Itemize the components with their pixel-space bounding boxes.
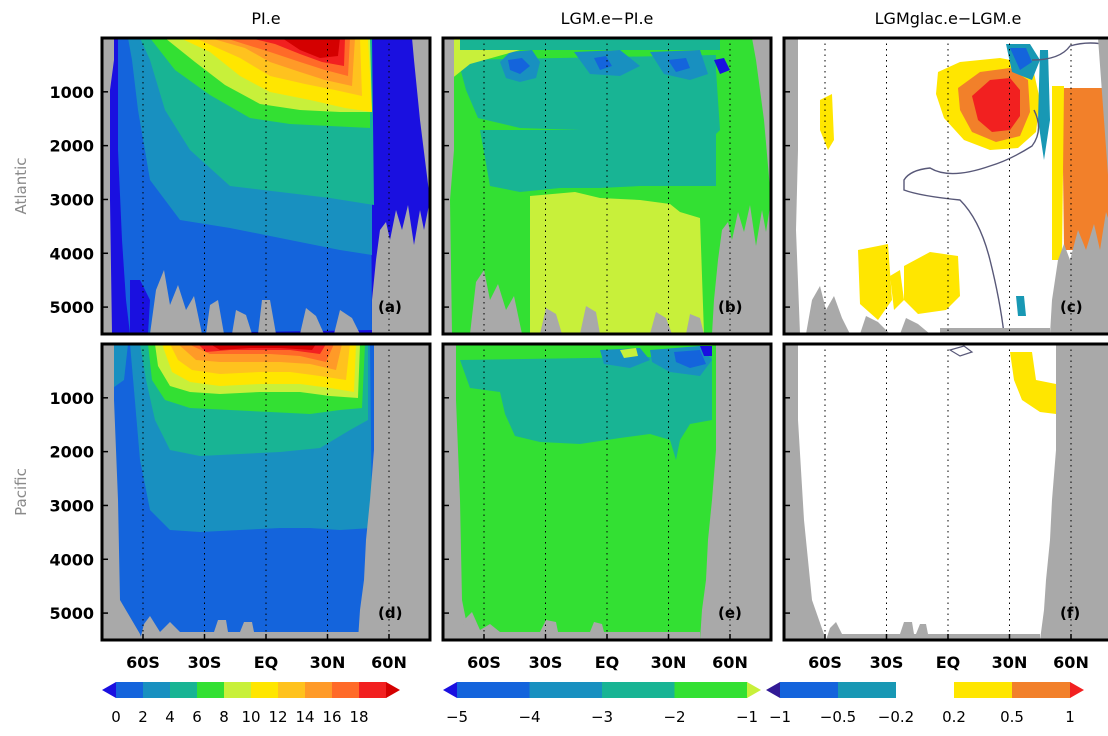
colorbar-3-segment-5 xyxy=(1012,682,1071,698)
colorbar-1-label-6: 12 xyxy=(268,708,287,726)
colorbar-2-arrow-low xyxy=(443,682,457,698)
row-label-pacific: Pacific xyxy=(12,468,30,516)
latitude-axis: 60S 30S EQ 30N 60N 60S 30S EQ 30N 60N 60S 30S EQ 30N 6… xyxy=(126,634,1089,672)
depth-tick-label-atlantic-4000: 4000 xyxy=(49,244,94,263)
depth-tick-label-pacific-2000: 2000 xyxy=(49,443,94,462)
lat-tick-label-c1-30n: 30N xyxy=(651,653,687,672)
colorbar-2-label-0: −5 xyxy=(446,708,468,726)
panel-label-f: (f) xyxy=(1060,604,1080,622)
colorbar-1-label-4: 8 xyxy=(219,708,229,726)
colorbar-3-label-3: 0.2 xyxy=(942,708,966,726)
colorbar-3-segment-2 xyxy=(838,682,897,698)
panel-e-field xyxy=(443,344,771,640)
colorbar-1-segment-10 xyxy=(359,682,387,698)
panel-label-c: (c) xyxy=(1060,298,1083,316)
lat-tick-label-c1-60s: 60S xyxy=(467,653,501,672)
colorbar-3-label-5: 1 xyxy=(1065,708,1075,726)
panel-a-frame xyxy=(100,36,432,336)
colorbar-2-segment-2 xyxy=(529,682,603,698)
depth-tick-label-pacific-1000: 1000 xyxy=(49,389,94,408)
colorbar-1-label-5: 10 xyxy=(241,708,260,726)
colorbar-1-label-1: 2 xyxy=(138,708,148,726)
colorbar-1-segment-4 xyxy=(197,682,225,698)
colorbar-1-label-9: 18 xyxy=(349,708,368,726)
column-title-1: PI.e xyxy=(251,9,280,28)
colorbar-1-label-3: 6 xyxy=(192,708,202,726)
colorbar-1-label-0: 0 xyxy=(111,708,121,726)
colorbar-2-arrow-high xyxy=(747,682,761,698)
lat-tick-label-c0-60s: 60S xyxy=(126,653,160,672)
row-label-atlantic: Atlantic xyxy=(12,157,30,214)
colorbar-1-label-2: 4 xyxy=(165,708,175,726)
lat-tick-label-c0-eq: EQ xyxy=(254,653,279,672)
colorbar-3-segment-3 xyxy=(896,682,955,698)
colorbar-1-segment-8 xyxy=(305,682,333,698)
colorbar-1-segment-3 xyxy=(170,682,198,698)
colorbar-2-label-1: −4 xyxy=(518,708,540,726)
colorbar-2-label-4: −1 xyxy=(736,708,758,726)
panel-label-e: (e) xyxy=(718,604,742,622)
lat-tick-label-c0-30s: 30S xyxy=(188,653,222,672)
lat-tick-label-c1-30s: 30S xyxy=(529,653,563,672)
lat-tick-label-c2-60s: 60S xyxy=(808,653,842,672)
colorbar-3-segment-1 xyxy=(780,682,839,698)
colorbar-1-segment-9 xyxy=(332,682,360,698)
colorbar-2-segment-4 xyxy=(674,682,748,698)
colorbar-2-segment-3 xyxy=(602,682,675,698)
panel-c-field xyxy=(784,38,1108,334)
lat-tick-label-c2-30s: 30S xyxy=(870,653,904,672)
depth-tick-label-pacific-5000: 5000 xyxy=(49,604,94,623)
colorbar-3-label-4: 0.5 xyxy=(1000,708,1024,726)
colorbar-1-arrow-high xyxy=(386,682,400,698)
lat-tick-label-c1-60n: 60N xyxy=(712,653,748,672)
depth-tick-label-pacific-4000: 4000 xyxy=(49,550,94,569)
colorbar-1-label-8: 16 xyxy=(322,708,341,726)
panel-label-a: (a) xyxy=(378,298,402,316)
colorbar-1-arrow-low xyxy=(102,682,116,698)
panel-c-frame xyxy=(782,36,1108,336)
depth-axis: 1000 2000 3000 4000 5000 1000 2000 3000 4000 5000 xyxy=(49,83,790,623)
colorbars: 0 2 4 6 8 10 12 14 16 18 −5 −4 −3 −2 −1 −1 −0.5 −0.2 0.2 0.… xyxy=(102,682,1084,726)
colorbar-3-label-0: −1 xyxy=(769,708,791,726)
panel-a-field xyxy=(102,38,430,334)
panel-f-field xyxy=(784,344,1108,640)
panel-b-field xyxy=(443,38,771,334)
colorbar-3-arrow-low xyxy=(766,682,780,698)
column-title-3: LGMglac.e−LGM.e xyxy=(875,9,1022,28)
colorbar-3-segment-4 xyxy=(954,682,1013,698)
colorbar-3-label-2: −0.2 xyxy=(878,708,914,726)
colorbar-1-segment-7 xyxy=(278,682,306,698)
colorbar-1-segment-6 xyxy=(251,682,279,698)
depth-tick-label-atlantic-3000: 3000 xyxy=(49,190,94,209)
panel-label-b: (b) xyxy=(718,298,742,316)
column-title-2: LGM.e−PI.e xyxy=(561,9,654,28)
colorbar-2-label-3: −2 xyxy=(663,708,685,726)
depth-tick-label-atlantic-5000: 5000 xyxy=(49,298,94,317)
lat-tick-label-c2-eq: EQ xyxy=(936,653,961,672)
panel-label-d: (d) xyxy=(378,604,402,622)
panel-b-frame xyxy=(441,36,773,336)
colorbar-3-arrow-high xyxy=(1070,682,1084,698)
colorbar-2-segment-1 xyxy=(457,682,530,698)
colorbar-1-segment-1 xyxy=(116,682,144,698)
depth-tick-label-pacific-3000: 3000 xyxy=(49,496,94,515)
lat-tick-label-c2-60n: 60N xyxy=(1053,653,1089,672)
lat-tick-label-c2-30n: 30N xyxy=(992,653,1028,672)
colorbar-1-segment-2 xyxy=(143,682,171,698)
panel-d-field xyxy=(102,344,430,640)
lat-tick-label-c0-60n: 60N xyxy=(371,653,407,672)
colorbar-1-segment-5 xyxy=(224,682,252,698)
colorbar-2-label-2: −3 xyxy=(591,708,613,726)
colorbar-3-label-1: −0.5 xyxy=(820,708,856,726)
colorbar-1-label-7: 14 xyxy=(295,708,314,726)
lat-tick-label-c0-30n: 30N xyxy=(310,653,346,672)
lat-tick-label-c1-eq: EQ xyxy=(595,653,620,672)
depth-tick-label-atlantic-1000: 1000 xyxy=(49,83,94,102)
depth-tick-label-atlantic-2000: 2000 xyxy=(49,137,94,156)
